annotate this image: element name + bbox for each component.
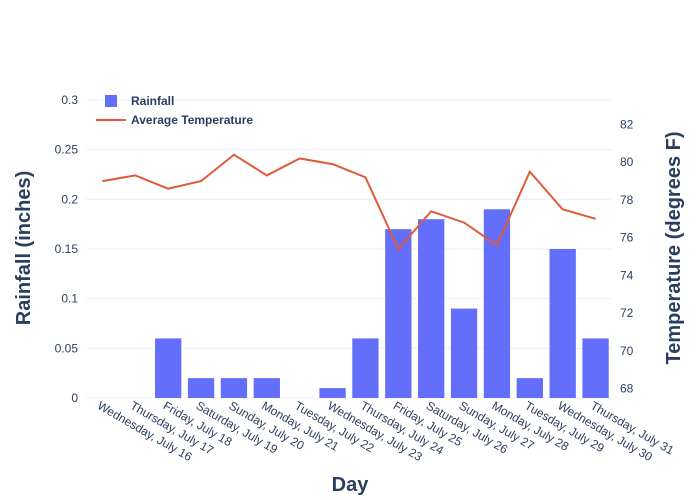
legend-item-temperature[interactable]: Average Temperature	[96, 113, 253, 127]
legend-bar-swatch	[105, 95, 117, 107]
bar[interactable]	[549, 249, 576, 398]
y2-axis-title: Temperature (degrees F)	[663, 131, 685, 364]
x-axis-title: Day	[332, 474, 370, 496]
y2-tick-label: 70	[620, 344, 634, 358]
bar[interactable]	[385, 229, 412, 398]
y-tick-label: 0.05	[55, 341, 79, 355]
bar[interactable]	[155, 338, 182, 398]
y-axis-title: Rainfall (inches)	[13, 171, 35, 325]
bar[interactable]	[319, 388, 346, 398]
y-tick-label: 0.1	[61, 292, 78, 306]
temperature-line[interactable]	[102, 153, 596, 251]
rainfall-bars	[155, 209, 609, 398]
y-axis-ticks: 0 0.05 0.1 0.15 0.2 0.25 0.3	[55, 93, 79, 405]
legend-rainfall-label: Rainfall	[131, 94, 174, 108]
bar[interactable]	[220, 378, 248, 398]
y-tick-label: 0.2	[61, 192, 78, 206]
y2-tick-label: 68	[620, 382, 634, 396]
temperature-line-layer	[102, 153, 596, 251]
y2-tick-label: 82	[620, 118, 634, 132]
y2-tick-label: 74	[620, 268, 634, 282]
legend-temperature-label: Average Temperature	[131, 113, 253, 127]
bar[interactable]	[582, 338, 609, 398]
y-tick-label: 0	[71, 391, 78, 405]
bar[interactable]	[418, 219, 445, 398]
y-tick-label: 0.25	[55, 143, 79, 157]
y-tick-label: 0.15	[55, 242, 79, 256]
bar[interactable]	[253, 378, 280, 398]
y-tick-label: 0.3	[61, 93, 78, 107]
bar[interactable]	[450, 308, 478, 398]
legend[interactable]: Rainfall Average Temperature	[96, 94, 253, 127]
bar[interactable]	[516, 378, 543, 398]
bar[interactable]	[352, 338, 379, 398]
y2-tick-label: 80	[620, 155, 634, 169]
y2-tick-label: 76	[620, 231, 634, 245]
y2-axis-ticks: 68 70 72 74 76 78 80 82	[620, 118, 634, 396]
legend-item-rainfall[interactable]: Rainfall	[105, 94, 174, 108]
bar[interactable]	[187, 378, 215, 398]
bar[interactable]	[483, 209, 511, 398]
y2-tick-label: 78	[620, 193, 634, 207]
y2-tick-label: 72	[620, 306, 634, 320]
